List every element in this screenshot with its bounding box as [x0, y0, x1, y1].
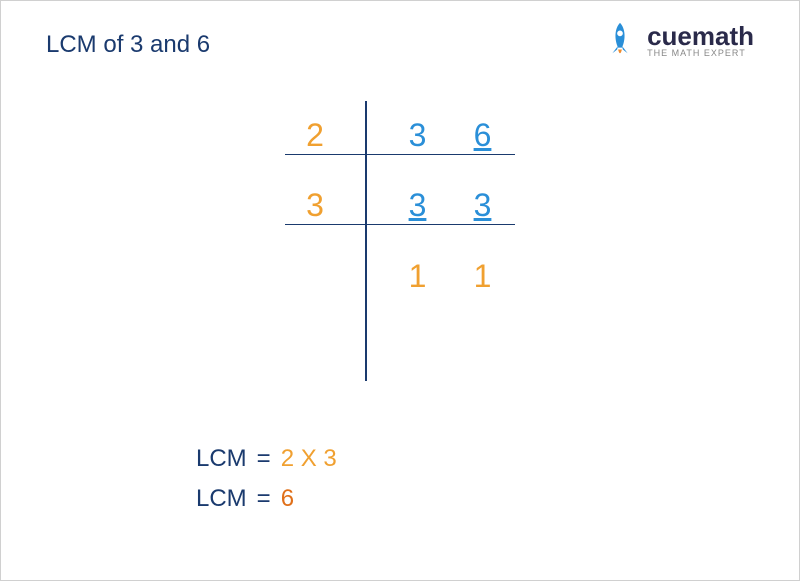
- lcm-final-value: 6: [281, 485, 294, 513]
- value-cell: 3: [409, 117, 427, 154]
- equals-sign: =: [257, 445, 271, 473]
- rocket-icon: [601, 21, 639, 59]
- value-cell: 3: [409, 187, 427, 224]
- table-row: 333: [285, 171, 515, 241]
- lcm-expression-line: LCM = 2 X 3: [196, 445, 337, 473]
- divisor-cell: 3: [285, 187, 365, 225]
- brand-logo: cuemath THE MATH EXPERT: [601, 21, 754, 59]
- logo-text: cuemath THE MATH EXPERT: [647, 23, 754, 58]
- values-cell-group: 33: [365, 187, 515, 225]
- lcm-expression: 2 X 3: [281, 445, 337, 473]
- logo-tagline-text: THE MATH EXPERT: [647, 49, 754, 58]
- logo-brand-text: cuemath: [647, 23, 754, 49]
- lcm-label: LCM: [196, 445, 247, 473]
- page-title: LCM of 3 and 6: [46, 31, 210, 59]
- lcm-label: LCM: [196, 485, 247, 513]
- lcm-division-table: 23633311: [285, 101, 515, 311]
- table-row: 11: [285, 241, 515, 311]
- values-cell-group: 36: [365, 117, 515, 155]
- lcm-result: LCM = 2 X 3 LCM = 6: [196, 445, 337, 525]
- value-cell: 1: [409, 258, 427, 295]
- divisor-cell: 2: [285, 117, 365, 155]
- lcm-final-line: LCM = 6: [196, 485, 337, 513]
- table-row: 236: [285, 101, 515, 171]
- value-cell: 6: [474, 117, 492, 154]
- value-cell: 1: [474, 258, 492, 295]
- value-cell: 3: [474, 187, 492, 224]
- values-cell-group: 11: [365, 258, 515, 295]
- equals-sign: =: [257, 485, 271, 513]
